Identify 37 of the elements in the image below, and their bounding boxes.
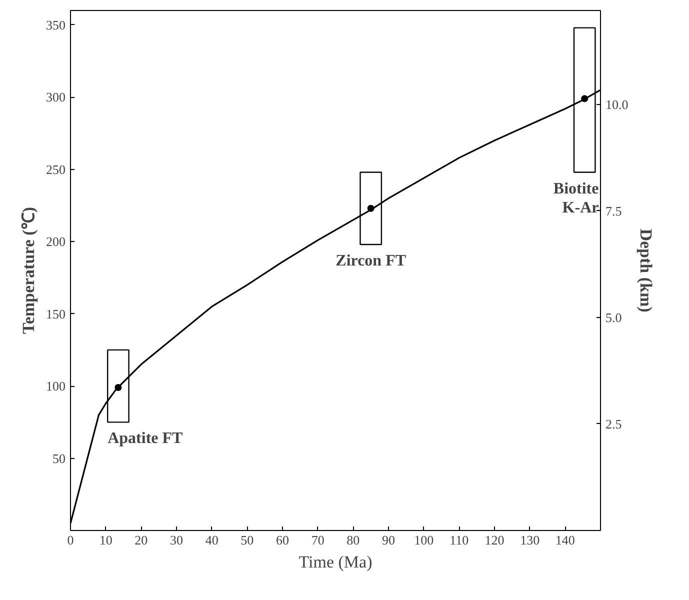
x-tick-label: 50 (240, 532, 254, 548)
y-tick-label: 50 (52, 450, 66, 466)
x-tick-label: 40 (205, 532, 218, 548)
x-tick-label: 80 (346, 532, 360, 548)
annotation: Zircon FT (336, 252, 406, 270)
point (367, 204, 374, 212)
x-tick-label: 130 (520, 532, 540, 548)
bar (360, 172, 382, 246)
x-tick-label: 0 (67, 532, 74, 548)
bar (107, 349, 130, 423)
x-tick-label: 10 (99, 532, 112, 548)
annotation: Apatite FT (108, 430, 184, 448)
x-tick-label: 120 (484, 532, 504, 548)
y2-axis-title: Depth (km) (636, 228, 656, 312)
y-tick-label: 100 (46, 378, 66, 394)
y-tick-label: 200 (46, 234, 66, 250)
x-tick-label: 30 (170, 532, 183, 548)
annotation: Biotite K-Ar (553, 180, 599, 216)
x-tick-label: 70 (311, 532, 324, 548)
y2-tick-label: 10.0 (606, 96, 628, 112)
point (114, 384, 122, 391)
y2-tick-label: 5.0 (606, 310, 622, 325)
x-tick-label: 110 (450, 532, 469, 548)
x-axis-title: Time (Ma) (298, 552, 372, 572)
y-tick-label: 350 (46, 17, 66, 32)
y2-tick-label: 2.5 (606, 416, 622, 432)
y-tick-label: 250 (46, 162, 66, 177)
x-tick-label: 140 (555, 532, 575, 548)
y-axis-title: Temperature (℃) (19, 206, 38, 334)
y-tick-label: 300 (46, 90, 66, 105)
y-tick-label: 150 (46, 306, 66, 322)
point (581, 95, 588, 102)
x-tick-label: 20 (134, 532, 148, 548)
x-tick-label: 100 (414, 532, 434, 548)
x-tick-label: 60 (276, 532, 289, 548)
x-tick-label: 90 (382, 532, 395, 548)
y2-tick-label: 7.5 (606, 203, 622, 218)
